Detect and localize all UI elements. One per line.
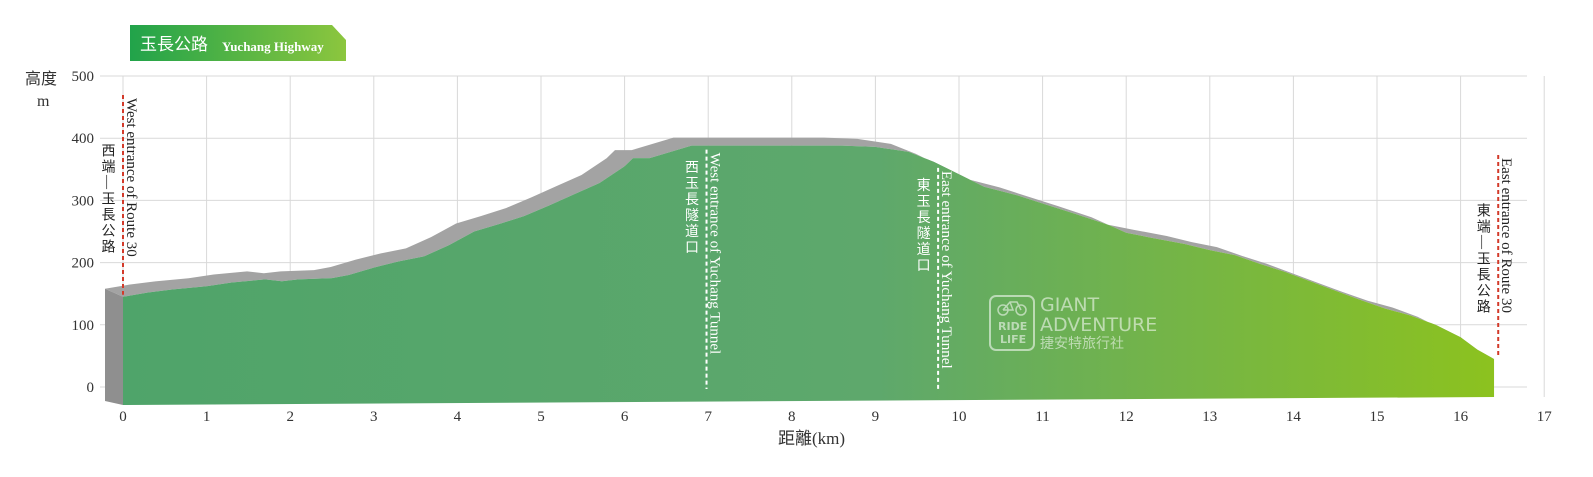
x-tick-label: 2: [286, 409, 294, 425]
watermark: RIDE LIFE GIANT ADVENTURE 捷安特旅行社: [989, 294, 1157, 352]
watermark-badge-top: RIDE: [998, 320, 1027, 333]
x-tick-label: 17: [1537, 409, 1553, 425]
x-axis-label: 距離(km): [778, 429, 845, 448]
x-tick-label: 6: [621, 409, 629, 425]
y-tick-label: 0: [87, 380, 95, 396]
x-tick-label: 5: [537, 409, 545, 425]
y-tick-label: 400: [72, 131, 95, 147]
watermark-badge: [989, 295, 1035, 351]
title-banner: 玉長公路 Yuchang Highway: [130, 25, 346, 61]
x-tick-label: 11: [1035, 409, 1049, 425]
y-tick-label: 100: [72, 318, 95, 334]
y-tick-label: 300: [72, 193, 95, 209]
x-tick-label: 3: [370, 409, 378, 425]
x-tick-label: 8: [788, 409, 796, 425]
x-tick-label: 0: [119, 409, 127, 425]
x-tick-label: 9: [872, 409, 880, 425]
watermark-line1: GIANT: [1040, 294, 1100, 316]
bicycle-icon: [997, 301, 1027, 316]
profile-side-face: [105, 288, 123, 405]
x-tick-label: 1: [203, 409, 211, 425]
y-tick-labels: 0 100 200 300 400 500: [72, 69, 95, 396]
title-cn: 玉長公路: [140, 35, 208, 55]
x-tick-label: 4: [454, 409, 462, 425]
annotation-label-cn: 西端—玉長公路: [100, 143, 116, 255]
title-banner-bg: [130, 25, 346, 61]
annotation-label-cn: 西玉長隧道口: [683, 160, 699, 256]
x-tick-label: 7: [704, 409, 712, 425]
title-en: Yuchang Highway: [222, 39, 324, 54]
y-tick-label: 200: [72, 256, 95, 272]
annotation-label-cn: 東端—玉長公路: [1475, 203, 1491, 315]
y-axis-label-cn: 高度: [25, 70, 57, 88]
annotations: West entrance of Route 30 西端—玉長公路 West ent…: [100, 95, 1514, 389]
annotation-label-en: West entrance of Yuchang Tunnel: [707, 153, 723, 355]
x-tick-labels: 0 1 2 3 4 5 6 7 8 9 10 11 12 13 14 15 16 17: [119, 409, 1552, 425]
profile-front-face: [123, 145, 1495, 405]
annotation-label-cn: 東玉長隧道口: [915, 178, 931, 274]
annotation-label-en: East entrance of Route 30: [1498, 158, 1514, 313]
y-axis-unit: m: [37, 93, 50, 110]
elevation-series: [105, 137, 1495, 405]
y-tick-label: 500: [72, 69, 95, 85]
x-tick-label: 13: [1202, 409, 1217, 425]
annotation-label-en: West entrance of Route 30: [123, 98, 139, 257]
profile-top-face: [105, 137, 1495, 360]
x-tick-label: 14: [1286, 409, 1302, 425]
x-tick-label: 12: [1119, 409, 1134, 425]
x-tick-label: 10: [952, 409, 967, 425]
annotation-label-en: East entrance of Yuchang Tunnel: [938, 171, 954, 369]
watermark-badge-bottom: LIFE: [1000, 333, 1026, 346]
watermark-line3: 捷安特旅行社: [1040, 336, 1124, 352]
x-tick-label: 16: [1453, 409, 1469, 425]
watermark-line2: ADVENTURE: [1040, 314, 1157, 336]
x-tick-label: 15: [1370, 409, 1385, 425]
